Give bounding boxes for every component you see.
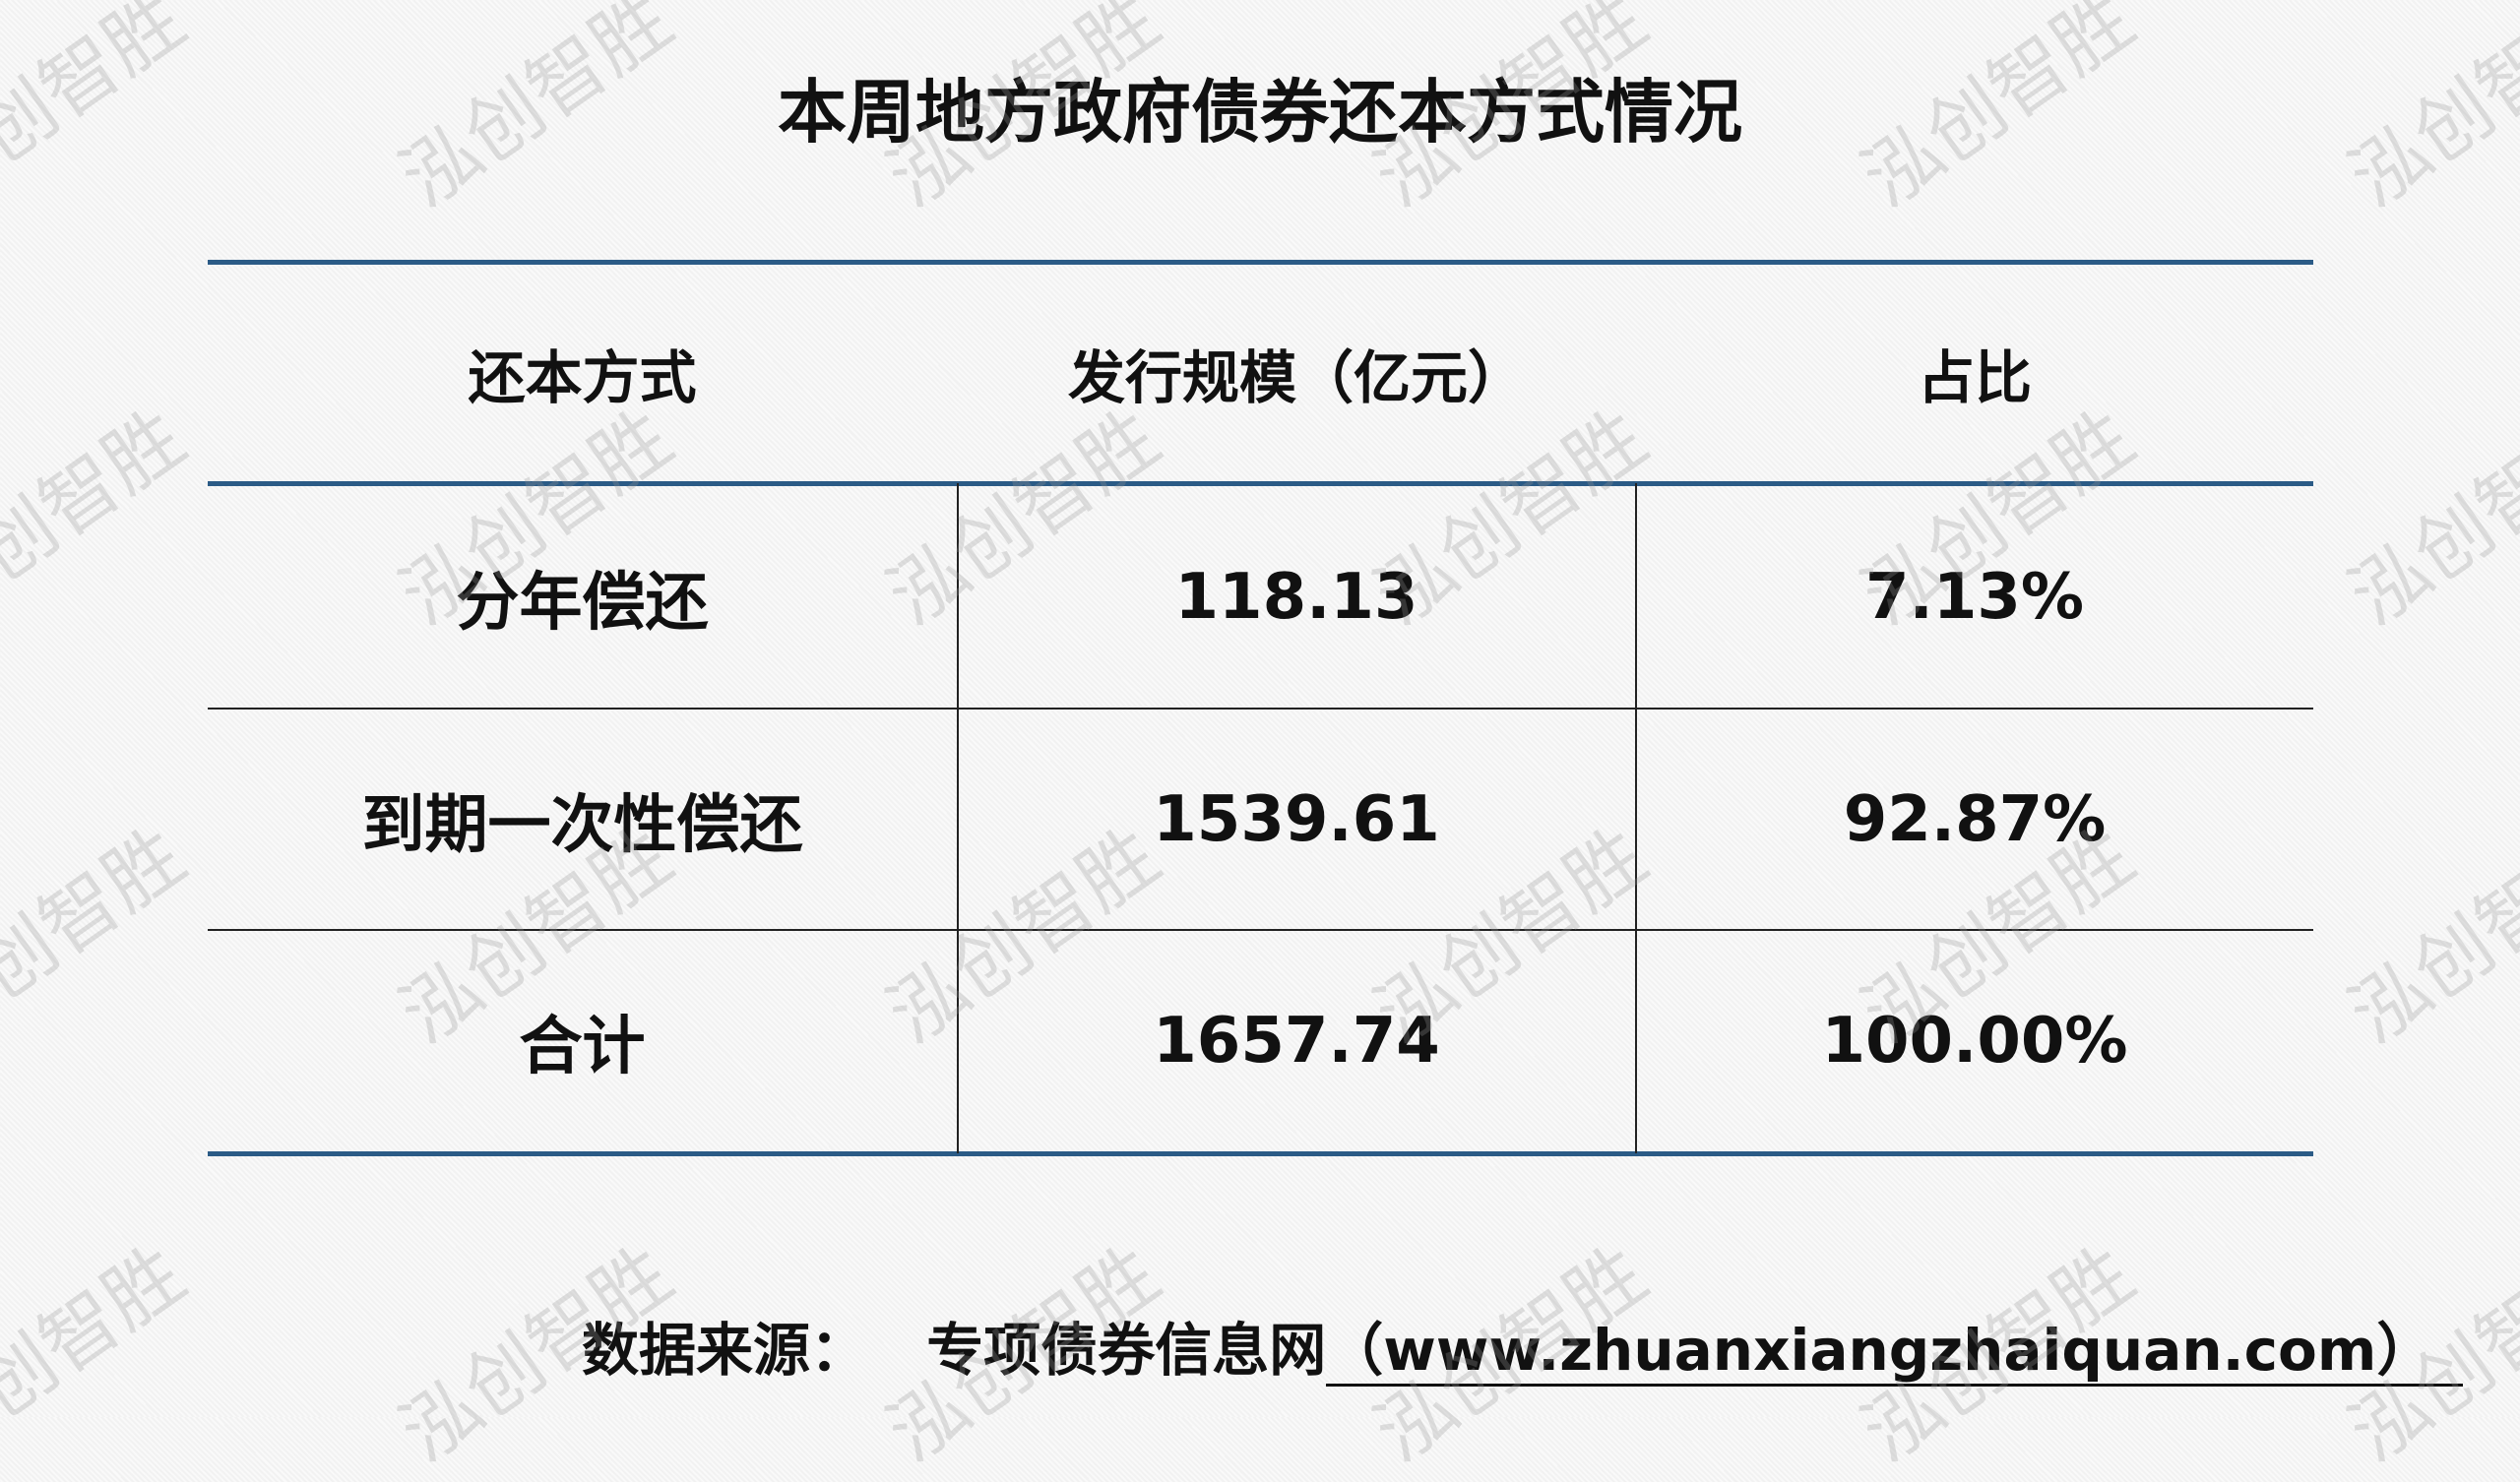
watermark-text: 泓创智胜: [0, 1230, 201, 1480]
row-divider: [208, 929, 2313, 931]
row-share: 7.13%: [1864, 560, 2085, 634]
source-name: 专项债券信息网: [926, 1317, 1327, 1384]
watermark-text: 泓创智胜: [2334, 394, 2520, 644]
row-scale: 1657.74: [1153, 1005, 1440, 1078]
page-title: 本周地方政府债券还本方式情况: [778, 72, 1742, 153]
row-divider: [208, 708, 2313, 710]
row-method: 到期一次性偿还: [361, 788, 803, 862]
watermark-text: 泓创智胜: [0, 394, 201, 644]
column-divider: [957, 483, 959, 1153]
table-top-rule: [208, 260, 2313, 265]
header-share: 占比: [1917, 344, 2032, 411]
row-share: 92.87%: [1843, 782, 2107, 856]
row-scale: 118.13: [1174, 560, 1418, 634]
watermark-text: 泓创智胜: [2334, 812, 2520, 1062]
header-scale: 发行规模（亿元）: [1067, 344, 1525, 411]
row-share: 100.00%: [1821, 1005, 2128, 1078]
row-scale: 1539.61: [1153, 782, 1440, 856]
data-source-note: 数据来源： 专项债券信息网（www.zhuanxiangzhaiquan.com…: [582, 1304, 2464, 1387]
table-bottom-rule: [208, 1151, 2313, 1156]
watermark-text: 泓创智胜: [0, 812, 201, 1062]
row-method: 合计: [519, 1011, 646, 1083]
header-method: 还本方式: [468, 344, 697, 411]
row-method: 分年偿还: [456, 566, 709, 640]
column-divider: [1635, 483, 1637, 1153]
header-rule: [208, 481, 2313, 486]
source-label: 数据来源：: [582, 1317, 868, 1384]
source-url[interactable]: （www.zhuanxiangzhaiquan.com）: [1326, 1317, 2464, 1387]
